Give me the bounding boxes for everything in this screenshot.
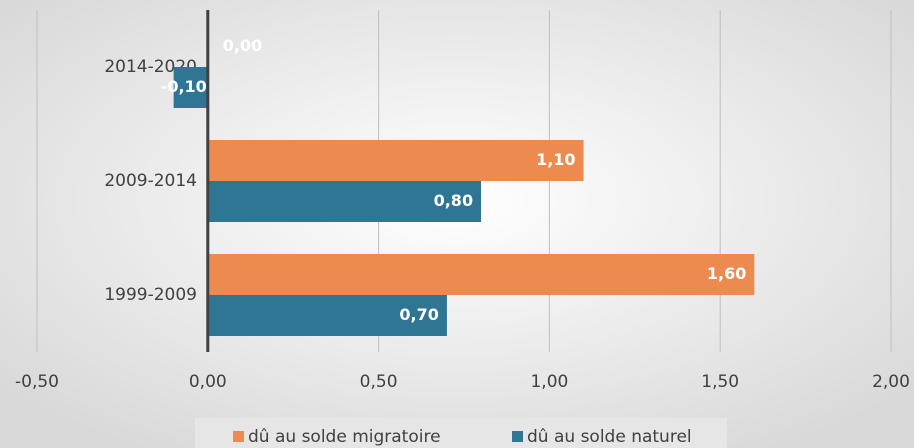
- bar: [207, 181, 482, 222]
- x-tick-label: -0,50: [15, 372, 59, 392]
- legend-label: dû au solde migratoire: [248, 427, 441, 447]
- legend-swatch: [512, 431, 523, 442]
- legend-box: [195, 418, 727, 448]
- value-label: 0,00: [223, 36, 262, 55]
- legend-label: dû au solde naturel: [527, 427, 692, 447]
- x-tick-label: 0,50: [360, 372, 398, 392]
- bar: [207, 254, 755, 295]
- value-label: -0,10: [161, 77, 207, 96]
- x-tick-label: 1,50: [701, 372, 739, 392]
- value-label: 1,10: [536, 150, 575, 169]
- x-tick-label: 2,00: [872, 372, 910, 392]
- legend-swatch: [233, 431, 244, 442]
- y-tick-label: 2009-2014: [104, 171, 197, 191]
- value-label: 1,60: [707, 264, 746, 283]
- value-label: 0,80: [434, 191, 473, 210]
- bar: [173, 67, 208, 108]
- y-tick-label: 1999-2009: [104, 285, 197, 305]
- x-tick-label: 1,00: [530, 372, 568, 392]
- value-label: 0,70: [399, 305, 438, 324]
- bar: [207, 295, 447, 336]
- x-tick-label: 0,00: [189, 372, 227, 392]
- bar: [207, 140, 584, 181]
